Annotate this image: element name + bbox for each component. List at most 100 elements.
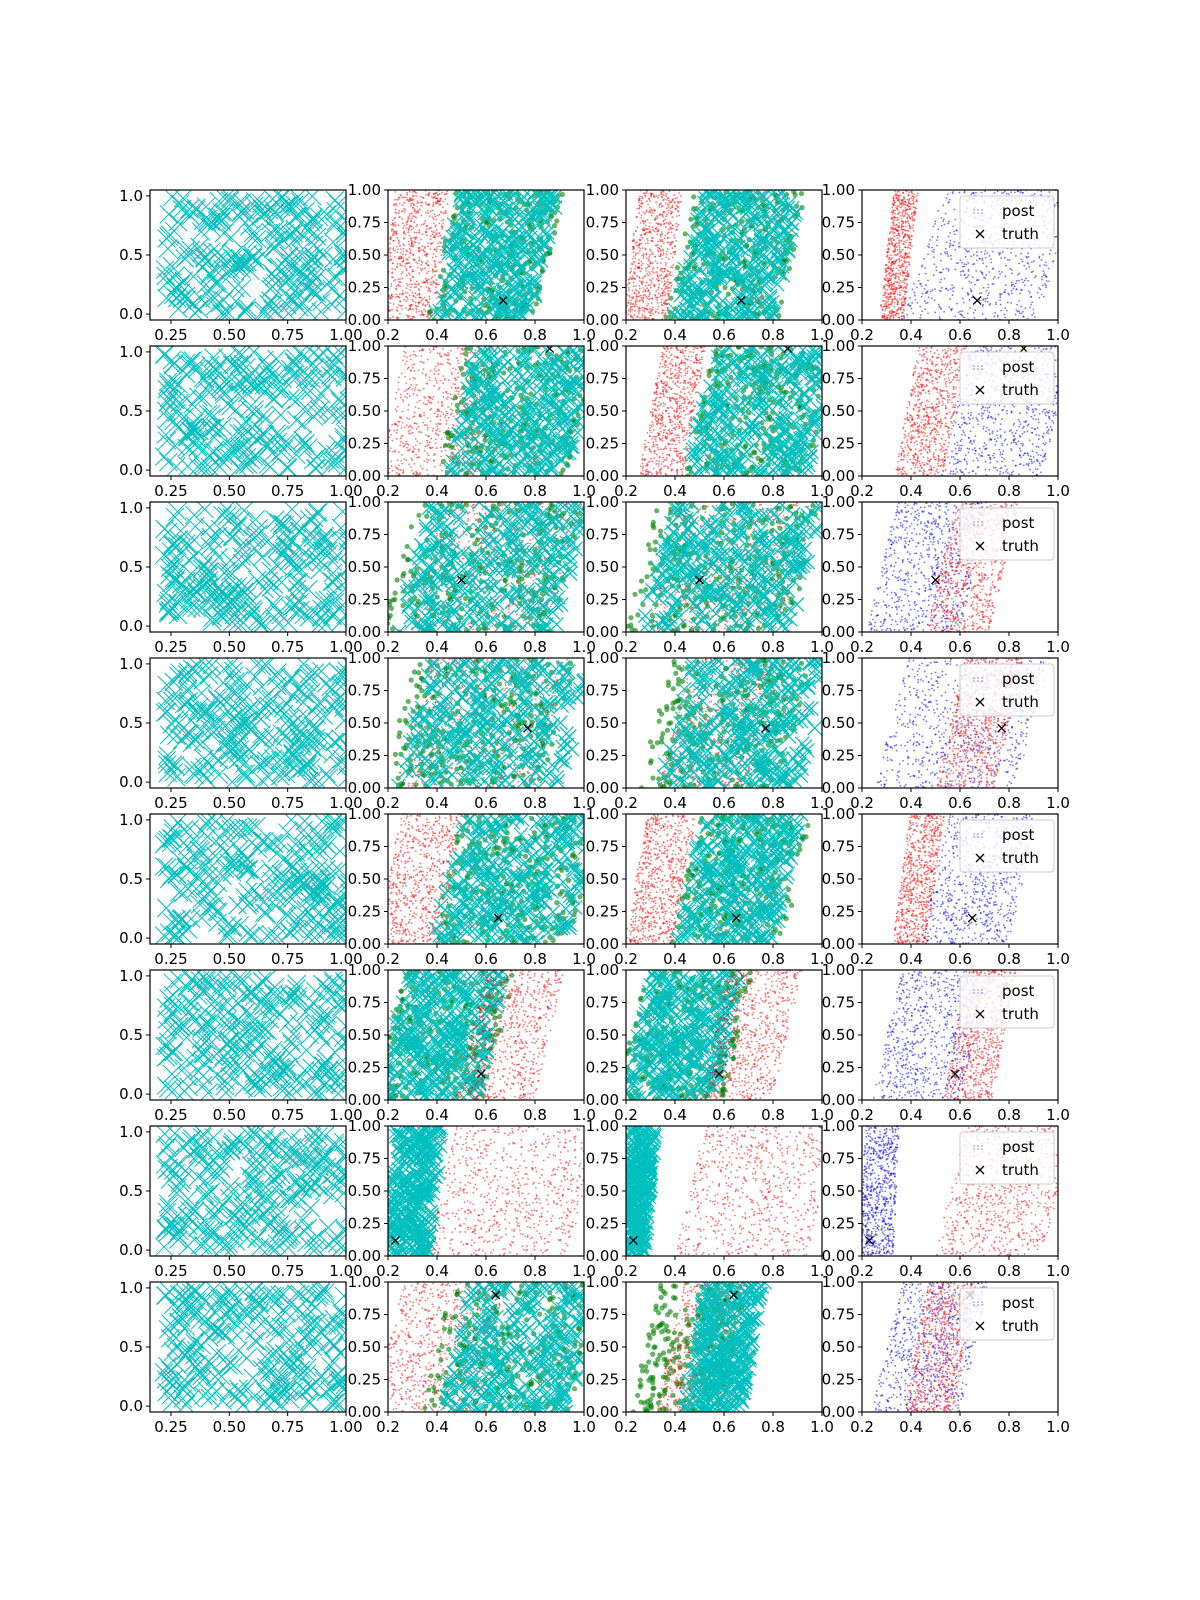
posterior-sample-red [432,203,435,206]
posterior-sample-blue [948,201,950,203]
prior-sample-point [331,346,346,362]
posterior-sample-red [413,415,416,418]
prior-sample-point [279,198,299,218]
y-tick-label: 0.5 [119,402,143,420]
posterior-sample-red [393,280,395,282]
posterior-sample-blue [981,257,984,260]
posterior-sample-red [396,310,399,312]
posterior-sample-blue [912,312,915,315]
posterior-sample-red [404,295,407,298]
posterior-sample-cyan [788,205,804,220]
posterior-sample-blue [1003,291,1006,294]
posterior-sample-red [424,267,426,270]
posterior-sample-red [667,241,670,244]
posterior-sample-blue [1030,295,1032,298]
posterior-sample-blue [935,239,938,242]
prior-sample-point [264,237,284,257]
posterior-sample-red [432,222,435,225]
posterior-sample-red [897,269,900,272]
posterior-sample-blue [996,190,999,193]
posterior-sample-red [440,355,443,358]
posterior-sample-red [422,313,425,316]
posterior-sample-blue [966,251,969,253]
posterior-sample-cyan [786,207,802,223]
posterior-sample-red [659,233,662,235]
posterior-sample-red [649,284,651,287]
y-tick-label: 0.5 [119,246,143,264]
posterior-sample-red [644,192,646,195]
posterior-sample-red [646,272,649,275]
posterior-sample-red [384,295,386,297]
legend-swatch-post [981,209,983,211]
posterior-sample-blue [1002,191,1005,194]
posterior-sample-cyan [734,268,750,283]
posterior-sample-red [398,281,401,283]
posterior-sample-red [389,317,392,320]
posterior-sample-red [423,222,426,225]
prior-sample-point [243,223,263,243]
posterior-sample-blue [1075,193,1077,195]
posterior-sample-red [382,310,384,312]
posterior-sample-red [428,215,431,217]
posterior-sample-red [401,265,403,267]
posterior-sample-red [661,309,664,312]
posterior-sample-blue [993,192,996,194]
posterior-sample-blue [1038,287,1040,289]
posterior-sample-blue [954,268,957,271]
posterior-sample-red [893,288,896,291]
posterior-sample-blue [1010,251,1013,254]
prior-sample-point [232,260,251,279]
posterior-sample-red [891,283,894,286]
posterior-sample-red [632,234,635,237]
posterior-sample-red [669,207,672,210]
posterior-sample-red [890,264,892,267]
posterior-sample-blue [1010,283,1013,286]
posterior-sample-red [662,309,665,312]
posterior-sample-red [414,292,417,295]
posterior-sample-blue [948,246,951,248]
posterior-sample-red [401,434,404,437]
posterior-sample-red [639,247,642,250]
posterior-sample-red [392,248,395,251]
posterior-sample-blue [992,282,995,285]
posterior-sample-blue [1045,284,1048,287]
posterior-sample-red [435,229,438,231]
prior-sample-point [328,194,346,214]
posterior-sample-red [898,222,901,224]
posterior-sample-red [898,246,901,249]
prior-sample-point [198,404,218,424]
posterior-sample-red [410,239,413,242]
posterior-sample-red [908,236,911,239]
posterior-sample-red [664,302,667,305]
posterior-sample-red [890,239,892,241]
posterior-sample-red [441,228,444,230]
posterior-sample-cyan [525,223,540,239]
posterior-sample-red [656,278,658,280]
posterior-sample-blue [996,316,999,318]
posterior-sample-red [395,293,398,296]
posterior-sample-red [652,229,655,231]
posterior-sample-blue [945,241,948,244]
posterior-sample-red [631,305,634,308]
posterior-sample-red [885,317,888,320]
posterior-sample-blue [1007,193,1010,195]
posterior-sample-blue [1004,288,1007,291]
posterior-sample-cyan [691,248,707,264]
posterior-sample-blue [1028,266,1031,268]
posterior-sample-red [421,298,424,301]
posterior-sample-red [420,238,423,241]
posterior-sample-red [394,221,396,224]
posterior-sample-blue [1005,264,1008,267]
posterior-sample-blue [1072,207,1074,209]
posterior-sample-red [644,224,647,227]
posterior-sample-red [404,375,406,378]
posterior-sample-blue [1025,256,1028,259]
posterior-sample-red [665,287,668,290]
posterior-sample-red [390,235,392,238]
prior-sample-point [222,440,241,460]
posterior-sample-red [633,314,636,317]
prior-sample-point [173,190,193,208]
x-tick-label: 1.00 [329,326,362,344]
posterior-sample-red [405,269,408,272]
posterior-sample-blue [949,254,952,257]
